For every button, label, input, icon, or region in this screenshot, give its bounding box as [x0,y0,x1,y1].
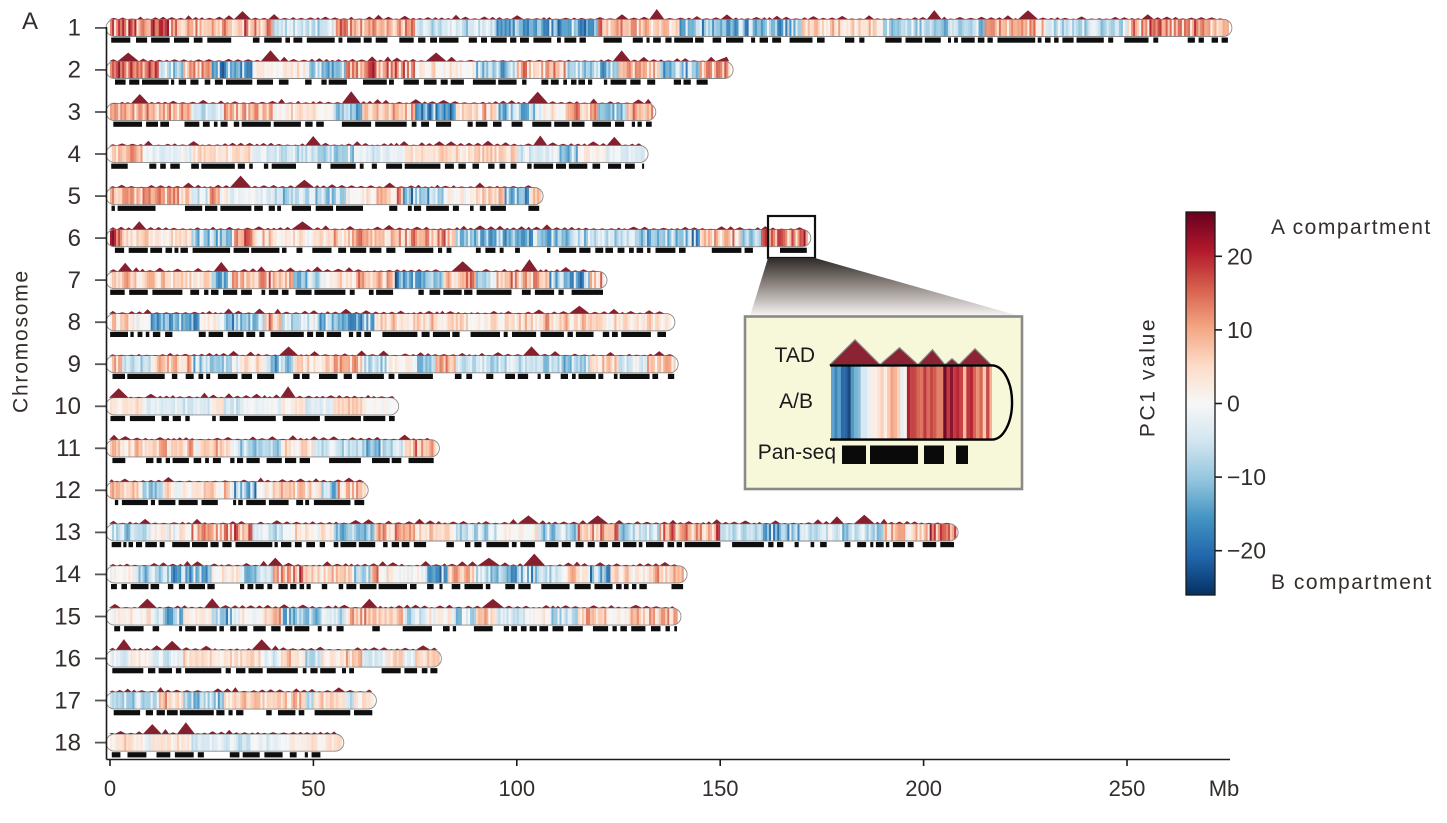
svg-text:12: 12 [54,477,81,504]
svg-text:11: 11 [56,435,81,462]
svg-text:10: 10 [54,393,81,420]
svg-text:7: 7 [68,267,81,294]
svg-text:9: 9 [68,351,81,378]
svg-text:5: 5 [68,183,81,210]
svg-text:16: 16 [54,645,81,672]
svg-text:3: 3 [68,99,81,126]
svg-text:4: 4 [68,141,81,168]
svg-text:15: 15 [54,603,81,630]
svg-text:2: 2 [68,57,81,84]
svg-text:14: 14 [54,561,81,588]
svg-text:1: 1 [68,15,81,42]
svg-text:8: 8 [68,309,81,336]
svg-text:6: 6 [68,225,81,252]
svg-text:13: 13 [54,519,81,546]
